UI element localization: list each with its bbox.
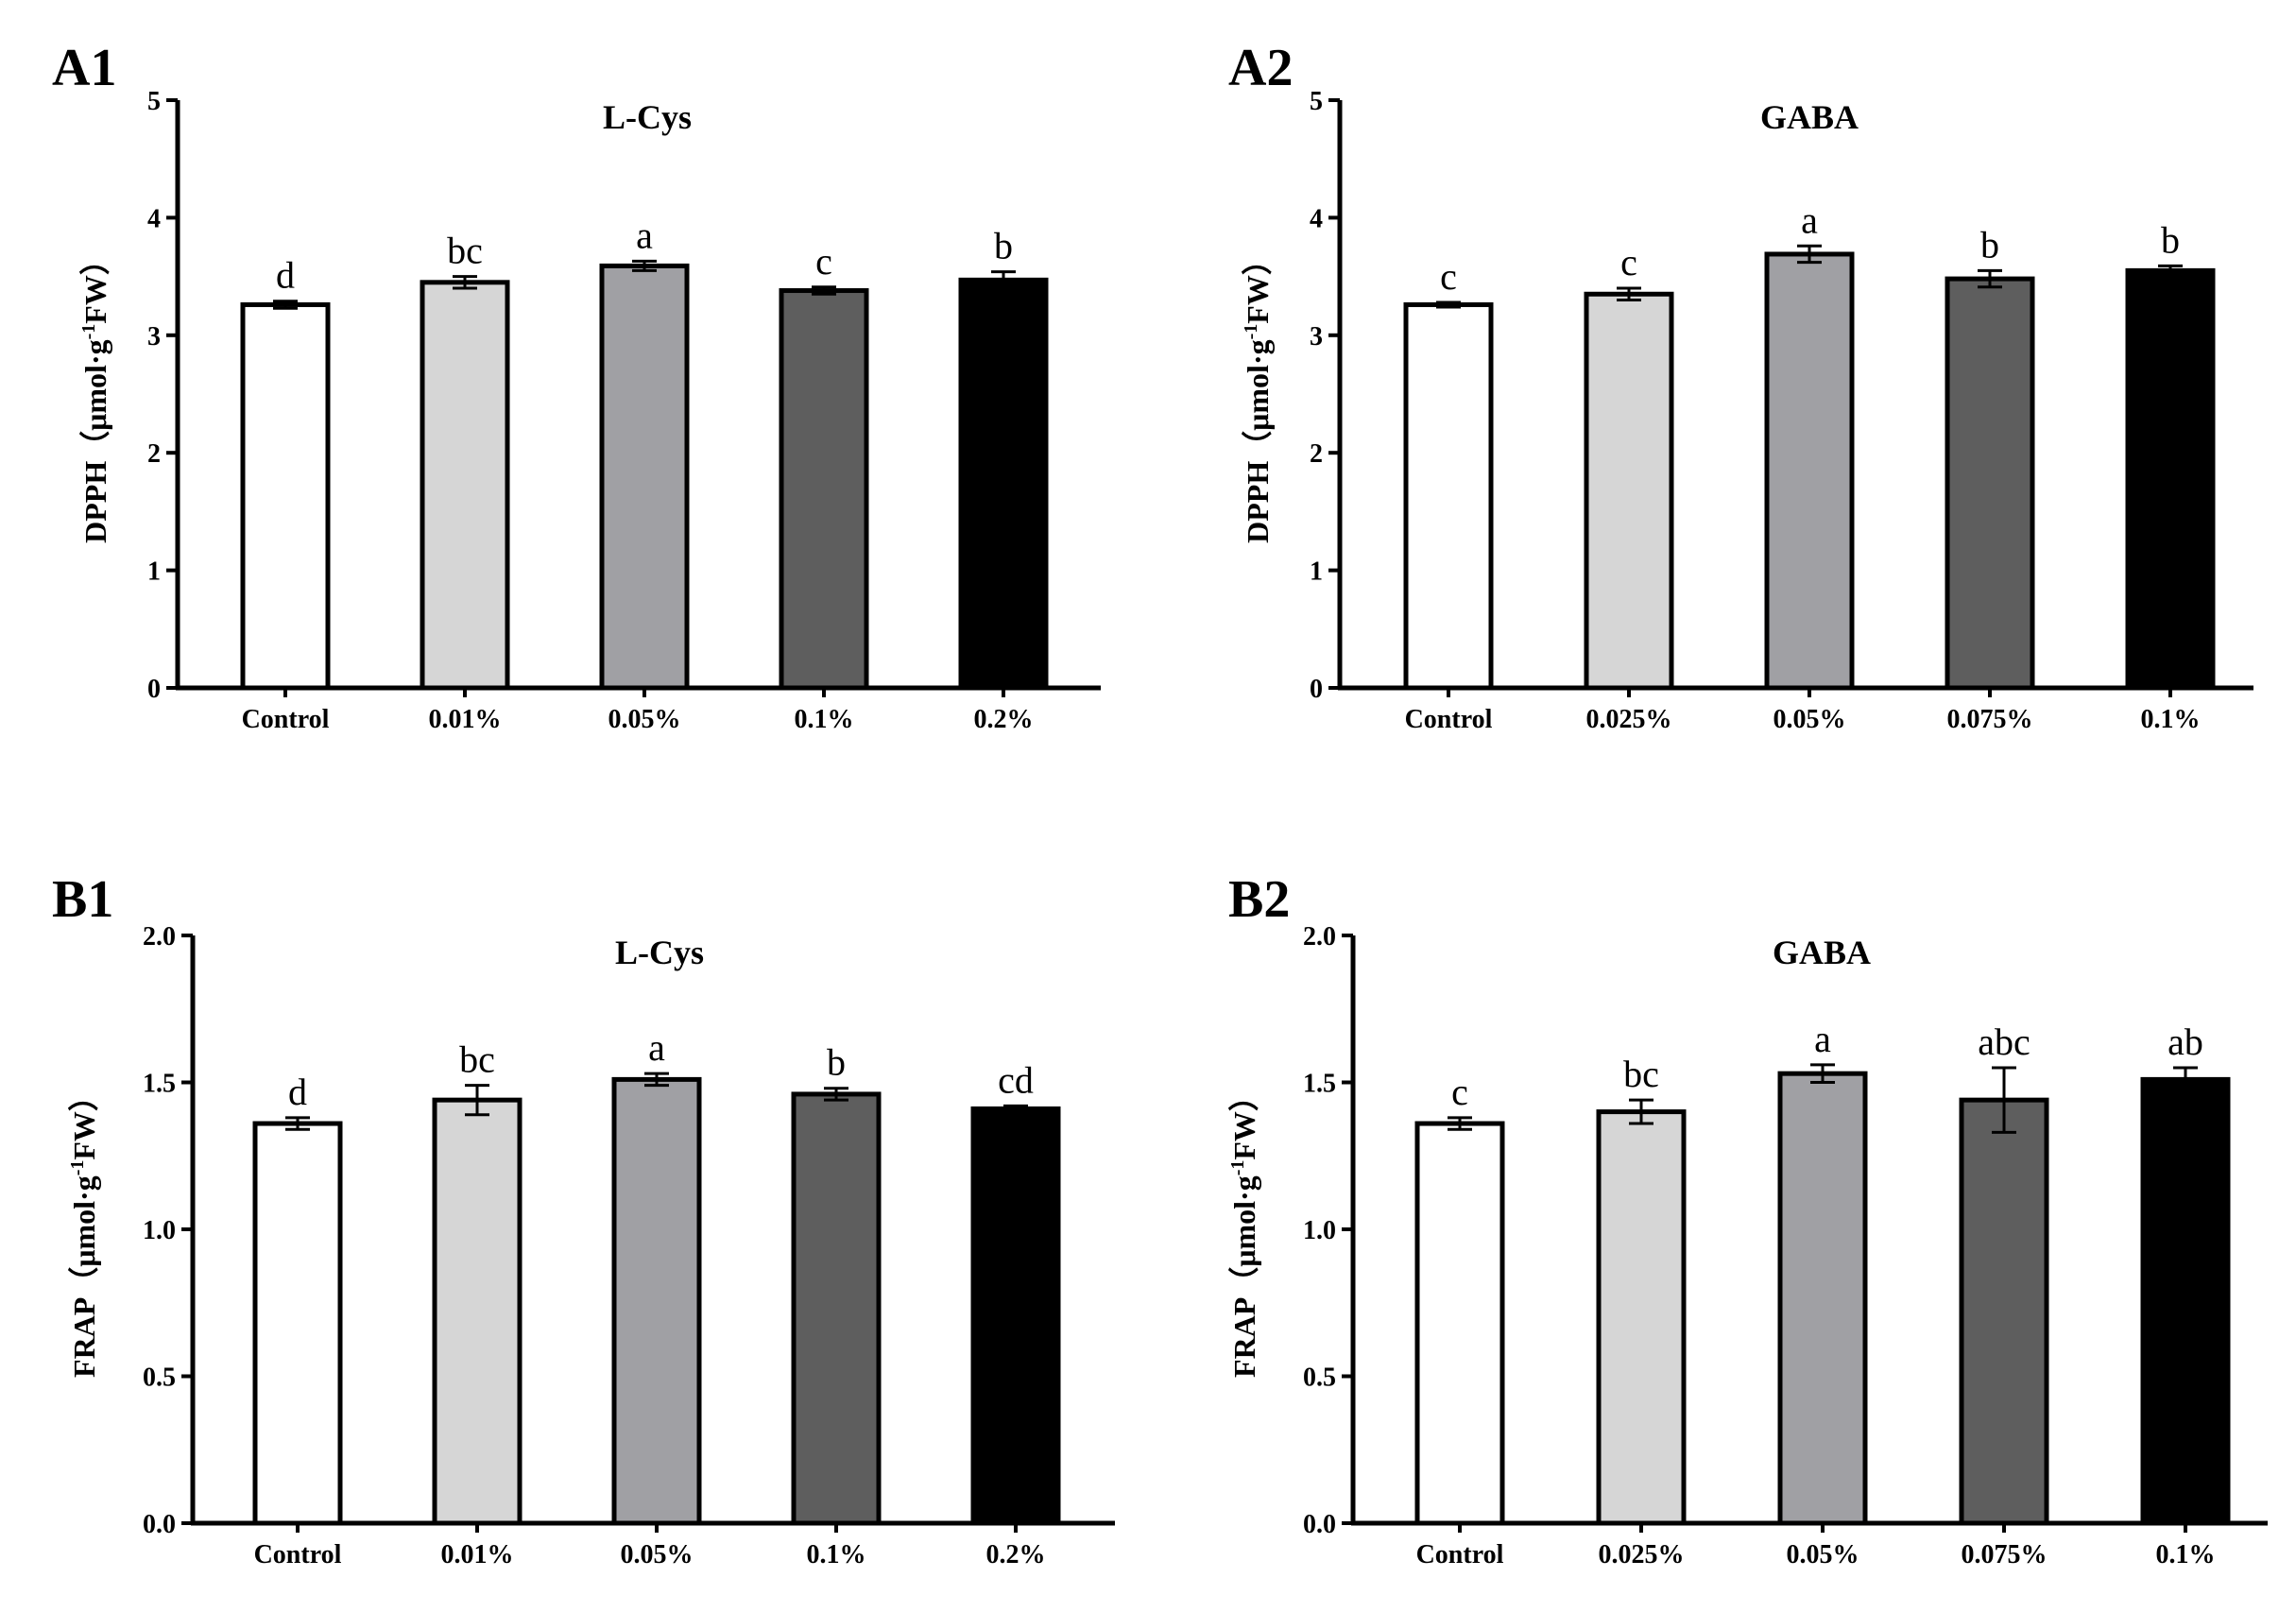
x-tick-label: Control [1416, 1540, 1504, 1569]
y-tick-label: 1.5 [1303, 1070, 1336, 1099]
y-tick-label: 1.0 [1303, 1216, 1336, 1245]
significance-label: a [1814, 1018, 1831, 1060]
x-tick-label: 0.05% [621, 1540, 694, 1569]
y-tick-label: 1.0 [143, 1216, 176, 1245]
significance-label: abc [1978, 1020, 2030, 1063]
y-tick-label: 2 [147, 439, 161, 469]
y-tick-label: 0.5 [1303, 1363, 1336, 1393]
bar [432, 1097, 523, 1526]
bar [1945, 276, 2035, 691]
y-tick-label: 0.5 [143, 1363, 176, 1393]
y-tick-label: 0 [147, 675, 161, 704]
x-tick-label: 0.075% [1962, 1540, 2048, 1569]
bar [779, 288, 869, 691]
bar [252, 1121, 343, 1526]
y-axis-label: DPPH（μmol·g-1FW） [1241, 245, 1275, 543]
panel-label: B2 [1228, 870, 1290, 929]
bar [611, 1076, 702, 1526]
significance-label: c [1440, 255, 1457, 298]
chart-b1: B1 L-Cys 0.0 0.5 1.0 1.5 2.0 FRAP（μmol·g-1FW） d C… [52, 870, 1115, 1569]
y-tick-label: 5 [147, 87, 161, 116]
bar [240, 301, 331, 691]
significance-label: b [827, 1041, 846, 1084]
bar [1777, 1071, 1868, 1526]
x-tick-label: 0.1% [795, 705, 854, 734]
significance-label: d [288, 1071, 307, 1113]
y-tick-label: 3 [1310, 322, 1323, 352]
y-tick-label: 4 [1310, 204, 1323, 233]
significance-label: a [636, 214, 653, 256]
significance-label: bc [459, 1038, 495, 1081]
y-tick-label: 0 [1310, 675, 1323, 704]
y-tick-label: 1.5 [143, 1070, 176, 1099]
bar [599, 263, 690, 691]
x-tick-label: Control [254, 1540, 342, 1569]
x-tick-label: 0.01% [429, 705, 502, 734]
x-tick-label: 0.2% [986, 1540, 1046, 1569]
x-tick-label: 0.2% [974, 705, 1034, 734]
panel-label: A2 [1228, 39, 1293, 97]
y-tick-label: 0.0 [143, 1510, 176, 1539]
bar [958, 277, 1049, 691]
bar [1596, 1109, 1687, 1526]
x-tick-label: 0.1% [2141, 705, 2201, 734]
chart-title: L-Cys [603, 98, 692, 136]
significance-label: bc [1623, 1053, 1659, 1095]
x-tick-label: 0.075% [1947, 705, 2033, 734]
significance-label: ab [2167, 1020, 2203, 1063]
significance-label: bc [447, 230, 483, 272]
y-axis-label: FRAP（μmol·g-1FW） [1227, 1081, 1261, 1378]
significance-label: a [648, 1026, 665, 1069]
chart-b2: B2 GABA 0.0 0.5 1.0 1.5 2.0 FRAP（μmol·g-1FW） c Co… [1227, 870, 2268, 1569]
y-tick-label: 2 [1310, 439, 1323, 469]
bar [420, 280, 510, 691]
significance-label: b [994, 225, 1013, 267]
x-tick-label: 0.05% [1773, 705, 1846, 734]
x-tick-label: 0.1% [807, 1540, 866, 1569]
bar [970, 1106, 1061, 1526]
y-tick-label: 1 [1310, 557, 1323, 587]
significance-label: b [1980, 223, 1999, 266]
significance-label: c [815, 240, 832, 283]
x-tick-label: 0.025% [1599, 1540, 1685, 1569]
chart-title: L-Cys [615, 934, 704, 971]
significance-label: c [1451, 1071, 1468, 1113]
y-axis-label: DPPH（μmol·g-1FW） [78, 245, 112, 543]
panel-label: A1 [52, 39, 116, 97]
x-tick-label: 0.05% [608, 705, 681, 734]
x-tick-label: Control [242, 705, 330, 734]
y-tick-label: 1 [147, 557, 161, 587]
x-tick-label: 0.01% [441, 1540, 514, 1569]
y-tick-label: 2.0 [143, 922, 176, 952]
bar [2140, 1076, 2231, 1526]
bar [1959, 1097, 2049, 1526]
significance-label: b [2161, 218, 2180, 261]
bar [791, 1091, 882, 1526]
significance-label: cd [998, 1058, 1034, 1101]
significance-label: d [276, 254, 295, 297]
y-tick-label: 2.0 [1303, 922, 1336, 952]
bar [1764, 251, 1855, 691]
bar [1403, 301, 1494, 691]
y-tick-label: 5 [1310, 87, 1323, 116]
chart-title: GABA [1773, 934, 1871, 971]
significance-label: a [1801, 198, 1818, 241]
bar [1414, 1121, 1505, 1526]
x-tick-label: 0.05% [1787, 1540, 1859, 1569]
chart-a2: A2 GABA 0 1 2 3 4 5 DPPH（μmol·g-1FW） c Control c 0.0… [1228, 39, 2253, 734]
bar [1584, 291, 1674, 691]
y-axis-label: FRAP（μmol·g-1FW） [67, 1081, 101, 1378]
x-tick-label: 0.025% [1586, 705, 1672, 734]
bar [2125, 267, 2216, 691]
y-tick-label: 3 [147, 322, 161, 352]
y-tick-label: 4 [147, 204, 161, 233]
panel-label: B1 [52, 870, 113, 929]
y-tick-label: 0.0 [1303, 1510, 1336, 1539]
significance-label: c [1620, 241, 1637, 283]
x-tick-label: Control [1405, 705, 1493, 734]
x-tick-label: 0.1% [2156, 1540, 2216, 1569]
chart-title: GABA [1760, 98, 1859, 136]
